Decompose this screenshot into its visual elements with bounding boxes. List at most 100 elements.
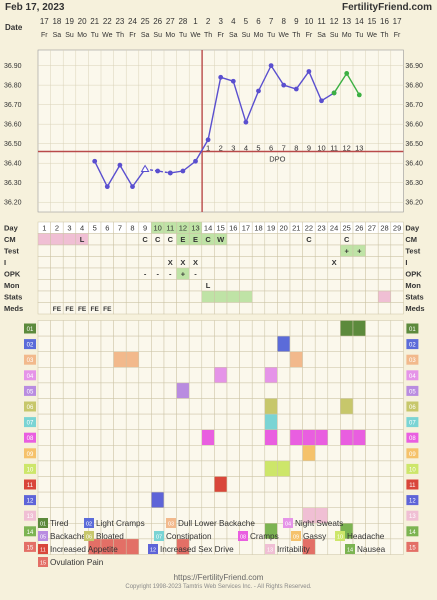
symptom-number-left: 15 [27, 545, 34, 551]
date-number: 8 [281, 17, 286, 26]
cell [163, 290, 177, 303]
symptom-cell [100, 445, 114, 462]
cell [62, 290, 77, 303]
symptom-number-left: 11 [27, 483, 34, 489]
symptom-cell [100, 320, 114, 337]
cell [239, 290, 253, 303]
symptom-cell [188, 351, 203, 368]
symptom-cell [201, 445, 215, 462]
symptom-cell [226, 429, 240, 446]
weekday-label: Th [380, 32, 388, 39]
symptom-cell [201, 320, 215, 337]
symptom-cell [264, 398, 278, 415]
temperature-point-open [140, 164, 150, 173]
cell [239, 256, 253, 269]
symptom-cell [352, 398, 366, 415]
symptom-number-left: 05 [27, 389, 34, 395]
symptom-cell [302, 382, 316, 399]
legend-label: Dull Lower Backache [178, 519, 255, 528]
symptom-cell [352, 507, 366, 524]
legend-label: Bloated [96, 532, 124, 541]
temp-tick-left: 36.70 [4, 102, 22, 109]
cell [214, 279, 228, 292]
cell [75, 290, 89, 303]
symptom-cell [113, 367, 127, 384]
symptom-cell [239, 429, 253, 446]
cell [302, 267, 316, 280]
symptom-cell [88, 382, 102, 399]
cell [188, 279, 203, 292]
symptom-cell [163, 367, 177, 384]
symptom-cell [37, 460, 51, 477]
cell [113, 290, 127, 303]
legend-number: 04 [285, 521, 291, 527]
symptom-badge-left [24, 526, 36, 537]
symptom-cell [226, 367, 240, 384]
cell [289, 290, 303, 303]
symptom-cell [226, 476, 240, 493]
symptom-number-right: 06 [409, 405, 416, 411]
cell [50, 233, 64, 246]
dpo-number: 7 [282, 144, 286, 153]
symptom-cell [88, 335, 102, 352]
symptom-badge-left [24, 354, 36, 365]
site-name[interactable]: FertilityFriend.com [341, 2, 432, 13]
symptom-cell [151, 382, 165, 399]
symptom-cell [365, 398, 379, 415]
date-number: 7 [269, 17, 274, 26]
symptom-cell [352, 491, 366, 508]
symptom-cell [151, 351, 165, 368]
cell [176, 302, 190, 315]
symptom-badge-left [24, 323, 36, 334]
cell [327, 233, 341, 246]
symptom-cell [340, 351, 354, 368]
symptom-cell [289, 429, 303, 446]
cell [289, 256, 303, 269]
symptom-cell [50, 476, 64, 493]
date-number: 10 [304, 17, 313, 26]
legend-label: Tired [50, 519, 69, 528]
cell [314, 290, 329, 303]
date-number: 22 [103, 17, 112, 26]
cell [289, 279, 303, 292]
meds-entry: FE [53, 306, 62, 313]
footer-url[interactable]: https://FertilityFriend.com [173, 573, 264, 582]
symptom-number-left: 14 [27, 530, 34, 536]
symptom-cell [327, 351, 341, 368]
cell [390, 267, 404, 280]
cell [88, 244, 102, 257]
cell [365, 302, 379, 315]
symptom-cell [214, 335, 228, 352]
legend-label: Constipation [166, 532, 212, 541]
cell [100, 256, 114, 269]
symptom-cell [302, 320, 316, 337]
meds-entry: FE [65, 306, 74, 313]
symptom-cell [138, 398, 152, 415]
weekday-label: Sa [229, 32, 238, 39]
row-label-right: Day [405, 224, 420, 233]
symptom-cell [37, 367, 51, 384]
symptom-cell [302, 413, 316, 430]
symptom-cell [365, 491, 379, 508]
cycle-day-number: 19 [267, 224, 275, 233]
symptom-cell [163, 476, 177, 493]
symptom-cell [188, 382, 203, 399]
symptom-cell [62, 476, 77, 493]
symptom-cell [176, 476, 190, 493]
meds-entry: FE [103, 306, 112, 313]
symptom-cell [390, 335, 404, 352]
symptom-cell [201, 351, 215, 368]
row-label-left: CM [4, 235, 16, 244]
symptom-cell [75, 398, 89, 415]
cell [201, 302, 215, 315]
symptom-cell [163, 335, 177, 352]
temperature-point [130, 184, 135, 190]
cell [239, 233, 253, 246]
symptom-cell [176, 413, 190, 430]
cell [100, 290, 114, 303]
symptom-cell [176, 335, 190, 352]
symptom-number-left: 04 [27, 374, 34, 380]
symptom-cell [352, 382, 366, 399]
weekday-label: Su [330, 32, 339, 39]
cell [352, 302, 366, 315]
